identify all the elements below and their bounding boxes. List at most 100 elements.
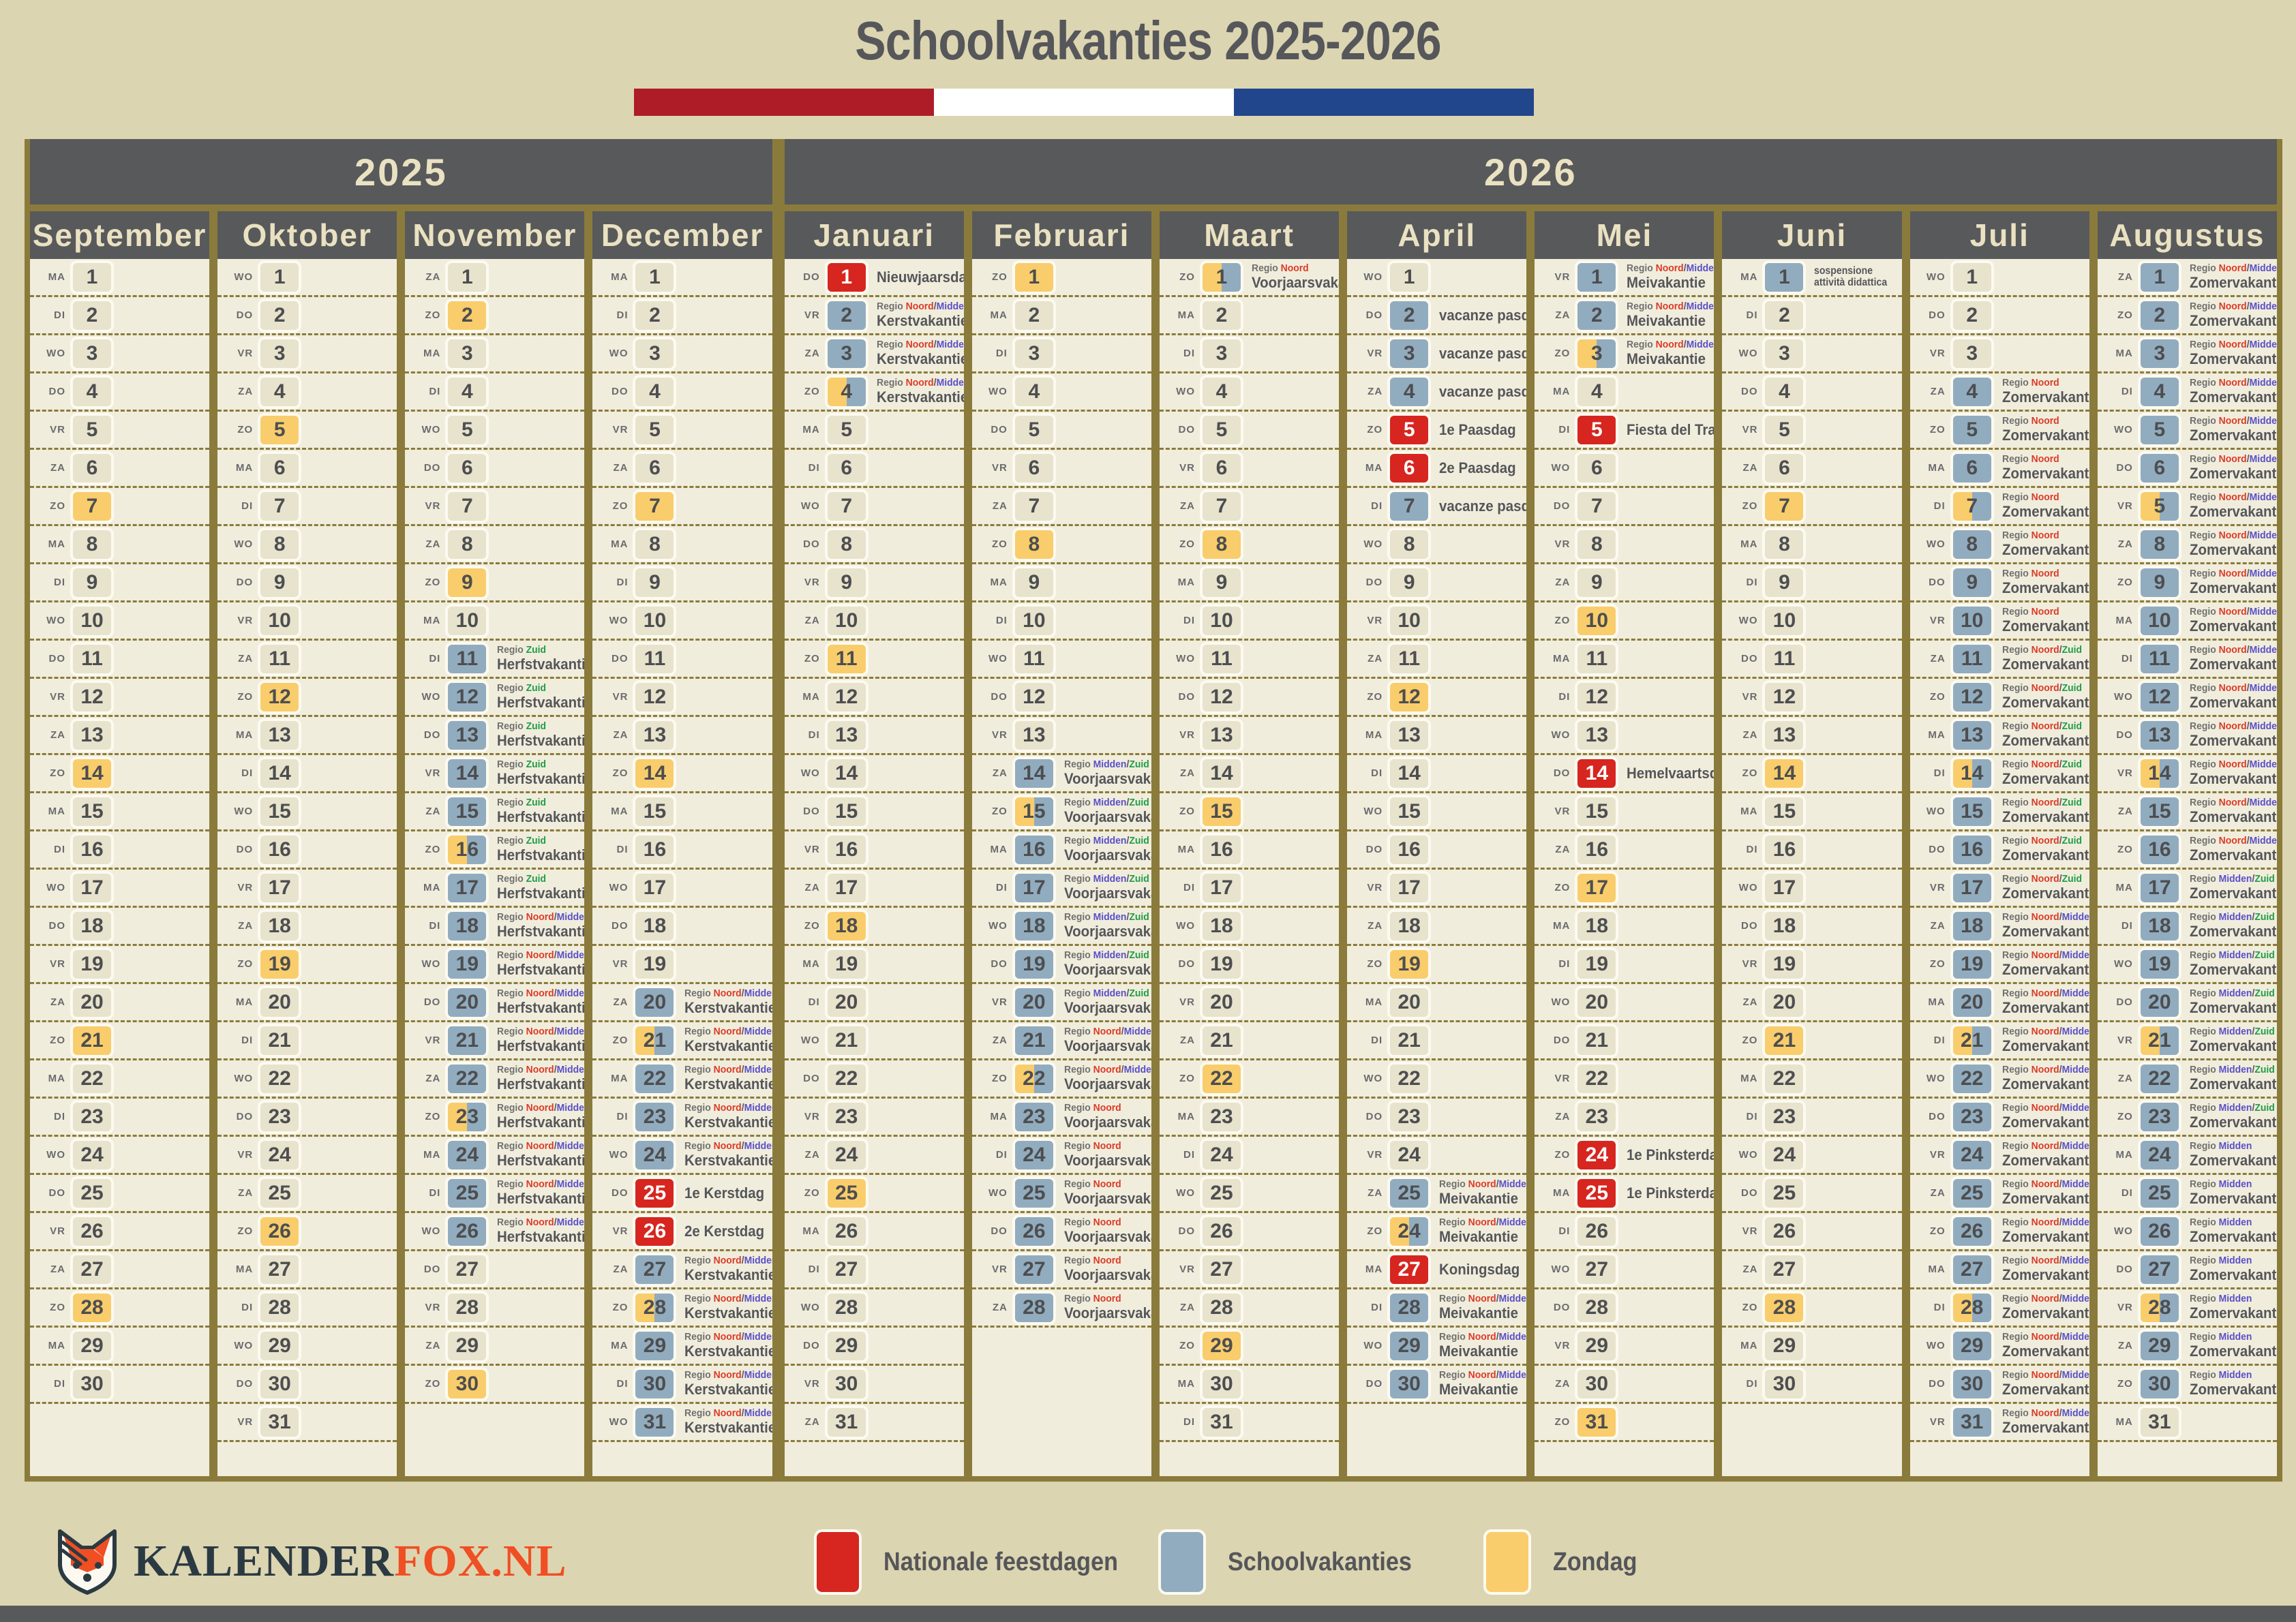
day-cell: 1 bbox=[1387, 260, 1432, 294]
day-event: Regio Noord/Midden/ZuidZomervakantie bbox=[2181, 759, 2277, 788]
day-cell: 15 bbox=[445, 794, 489, 829]
region-label: Regio Zuid bbox=[497, 759, 547, 771]
region-label: Regio Noord/Midden/Zuid bbox=[2189, 835, 2277, 847]
day-row: DI 23 bbox=[1722, 1099, 1902, 1137]
flag-white-stripe bbox=[934, 89, 1234, 116]
day-row: MA 13 bbox=[217, 717, 397, 755]
day-row: WO 11 bbox=[971, 641, 1151, 679]
weekday-label: MA bbox=[1365, 996, 1383, 1008]
weekday-label: VR bbox=[612, 958, 629, 970]
day-cell: 19 bbox=[258, 947, 302, 981]
kalenderfox-logo-link[interactable]: KALENDERFOX.NL bbox=[53, 1527, 567, 1596]
day-row: VR 5 bbox=[30, 412, 210, 450]
region-label: Regio Noord/Midden/Zuid bbox=[684, 1331, 772, 1343]
event-label: 1e Paasdag bbox=[1439, 420, 1516, 438]
day-event: Regio NoordVoorjaarsvakantie bbox=[1243, 262, 1339, 292]
weekday-label: DI bbox=[54, 1378, 65, 1390]
weekday-label: DI bbox=[995, 1149, 1008, 1161]
day-cell: 10 bbox=[258, 603, 302, 638]
day-cell: 28 bbox=[1762, 1290, 1807, 1325]
weekday-label: ZO bbox=[1367, 691, 1383, 703]
day-cell: 29 bbox=[258, 1328, 302, 1363]
day-row: VR 19 bbox=[30, 946, 210, 984]
region-label: Regio Noord/Midden bbox=[497, 1102, 585, 1114]
region-label: Regio Noord bbox=[2002, 491, 2059, 504]
day-row: ZA 6 bbox=[1722, 450, 1902, 488]
day-row: DI 23 bbox=[30, 1099, 210, 1137]
day-row: VR 5 bbox=[1722, 412, 1902, 450]
event-label: Herfstvakantie bbox=[497, 923, 585, 940]
day-cell: 4 bbox=[1387, 374, 1432, 409]
grid-horizontal-divider bbox=[30, 204, 2277, 211]
month-header-april: April bbox=[1347, 211, 1527, 259]
event-label: Zomervakantie bbox=[2002, 732, 2089, 750]
day-cell: 11 bbox=[1387, 641, 1432, 676]
day-cell: 23 bbox=[258, 1099, 302, 1134]
event-label: sospensione attività didattica bbox=[1814, 264, 1888, 288]
weekday-label: DI bbox=[241, 1035, 254, 1046]
weekday-label: DO bbox=[1740, 1187, 1758, 1199]
weekday-label: ZO bbox=[1929, 424, 1946, 435]
event-label: Zomervakantie bbox=[2002, 388, 2089, 406]
day-cell: 30 bbox=[1575, 1366, 1619, 1401]
day-event: Regio NoordZomervakantie bbox=[1994, 491, 2089, 521]
day-row: VR 6 bbox=[971, 450, 1151, 488]
day-cell: 10 bbox=[1012, 603, 1056, 638]
event-label: Zomervakantie bbox=[2189, 1343, 2277, 1360]
day-row: MA 2 bbox=[971, 297, 1151, 335]
day-event: Regio NoordZomervakantie bbox=[1994, 415, 2089, 444]
weekday-label: DO bbox=[1929, 844, 1946, 855]
day-row: DO 4 bbox=[30, 373, 210, 412]
day-cell: 22 bbox=[1199, 1061, 1243, 1096]
day-row: MA 8 bbox=[30, 526, 210, 564]
day-cell: 19 bbox=[1012, 947, 1056, 981]
day-row: ZA 1 bbox=[405, 259, 585, 297]
day-row: DO 6 bbox=[405, 450, 585, 488]
region-label: Regio Noord/Midden/Zuid bbox=[497, 949, 585, 962]
day-cell: 26 bbox=[1762, 1214, 1807, 1249]
region-label: Regio Noord/Zuid bbox=[2002, 759, 2082, 771]
event-label: Kerstvakantie bbox=[684, 1266, 772, 1284]
day-cell: 16 bbox=[1762, 832, 1807, 867]
weekday-label: ZO bbox=[425, 844, 441, 855]
event-label: Zomervakantie bbox=[2189, 312, 2277, 330]
day-cell: 13 bbox=[633, 718, 677, 752]
event-label: Kerstvakantie bbox=[684, 1304, 772, 1322]
region-label: Regio Noord/Midden/Zuid bbox=[1439, 1331, 1527, 1343]
region-label: Regio Noord/Midden/Zuid bbox=[876, 339, 964, 351]
weekday-label: MA bbox=[423, 348, 441, 359]
event-label: Zomervakantie bbox=[2189, 350, 2277, 368]
day-cell: 25 bbox=[633, 1176, 677, 1210]
day-row: ZO 14 bbox=[1722, 755, 1902, 793]
weekday-label: MA bbox=[423, 882, 441, 893]
region-label: Regio Noord/Midden/Zuid bbox=[876, 377, 964, 389]
weekday-label: MA bbox=[423, 615, 441, 626]
day-event: Regio NoordZomervakantie bbox=[1994, 453, 2089, 483]
weekday-label: DI bbox=[1558, 424, 1571, 435]
day-row: VR 26 bbox=[1722, 1213, 1902, 1251]
event-label: Meivakantie bbox=[1627, 350, 1706, 368]
region-label: Regio Noord/Midden/Zuid bbox=[1439, 1178, 1527, 1191]
weekday-label: MA bbox=[235, 729, 254, 741]
day-cell: 3 bbox=[258, 336, 302, 371]
weekday-label: ZA bbox=[992, 1302, 1008, 1313]
region-label: Regio Midden/Zuid bbox=[1063, 988, 1149, 1000]
legend-label: Schoolvakanties bbox=[1228, 1547, 1412, 1576]
weekday-label: DO bbox=[803, 1340, 820, 1351]
day-row: WO 25 bbox=[1159, 1175, 1340, 1213]
day-event: Regio Noord/Midden/ZuidVoorjaarsvakantie bbox=[1056, 1026, 1151, 1055]
weekday-label: VR bbox=[1742, 1225, 1758, 1237]
region-label: Regio Noord/Zuid bbox=[2002, 682, 2082, 694]
event-label: Voorjaarsvakantie bbox=[1063, 808, 1151, 826]
weekday-label: WO bbox=[1176, 386, 1195, 397]
day-cell: 5 bbox=[445, 412, 489, 447]
weekday-label: VR bbox=[1554, 1073, 1571, 1084]
